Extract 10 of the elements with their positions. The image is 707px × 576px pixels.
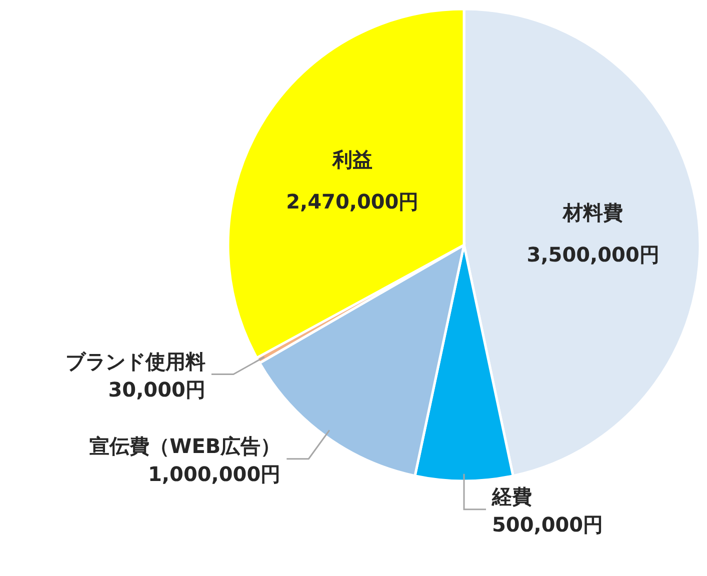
slice-label: 経費: [491, 484, 532, 508]
data-label: 2,470,000円: [286, 190, 419, 214]
slice-label: 利益: [331, 148, 372, 172]
data-label: 30,000円: [108, 377, 206, 402]
data-label: 3,500,000円: [526, 242, 660, 266]
slice-label: ブランド使用料: [65, 349, 206, 374]
data-label: 500,000円: [492, 512, 604, 536]
slice-label: 材料費: [562, 200, 624, 224]
data-label: 1,000,000円: [148, 462, 281, 486]
slice-label: 宣伝費（WEB広告）: [90, 434, 281, 458]
